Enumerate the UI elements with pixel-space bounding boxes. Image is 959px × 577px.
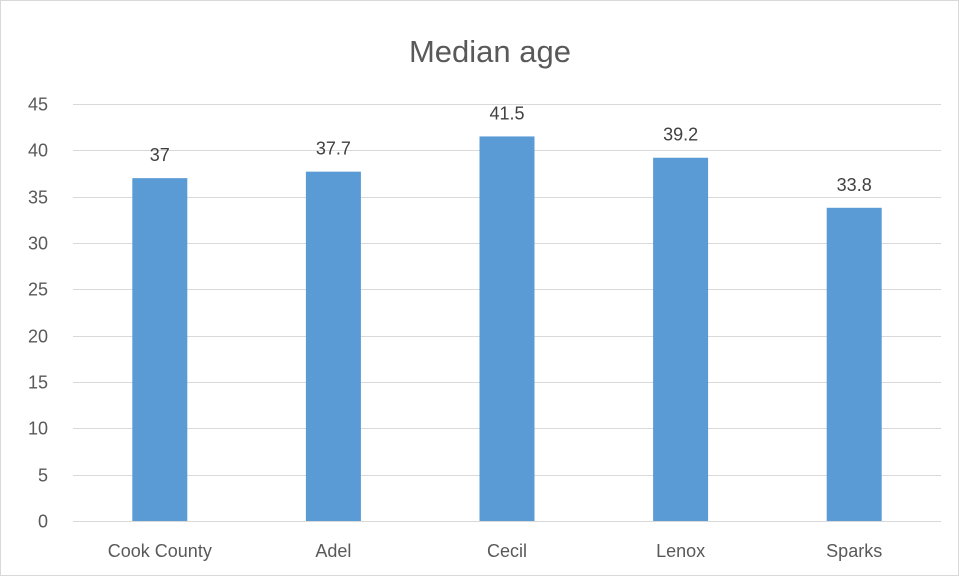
data-label: 33.8 [837,175,872,195]
x-tick-label: Cecil [487,541,527,561]
y-tick-label: 5 [38,466,48,486]
bar [653,157,709,521]
data-label: 37 [150,145,170,165]
x-tick-label: Lenox [656,541,705,561]
x-axis-ticks: Cook County Adel Cecil Lenox Sparks [108,541,882,561]
y-tick-label: 10 [28,419,48,439]
y-tick-label: 35 [28,188,48,208]
y-tick-label: 40 [28,141,48,161]
y-axis-ticks: 0 5 10 15 20 25 30 35 40 45 [28,95,48,532]
y-tick-label: 0 [38,512,48,532]
y-tick-label: 30 [28,234,48,254]
bar [132,178,188,521]
bars [132,136,882,521]
y-tick-label: 25 [28,280,48,300]
x-tick-label: Sparks [826,541,882,561]
y-tick-label: 15 [28,373,48,393]
bar [305,171,361,521]
y-tick-label: 20 [28,327,48,347]
x-tick-label: Adel [315,541,351,561]
data-label: 37.7 [316,139,351,159]
chart-title: Median age [409,34,571,69]
data-label: 39.2 [663,125,698,145]
data-label: 41.5 [489,103,524,123]
bar [826,207,882,521]
y-tick-label: 45 [28,95,48,115]
data-labels: 37 37.7 41.5 39.2 33.8 [150,103,872,194]
bar [479,136,535,521]
x-tick-label: Cook County [108,541,212,561]
